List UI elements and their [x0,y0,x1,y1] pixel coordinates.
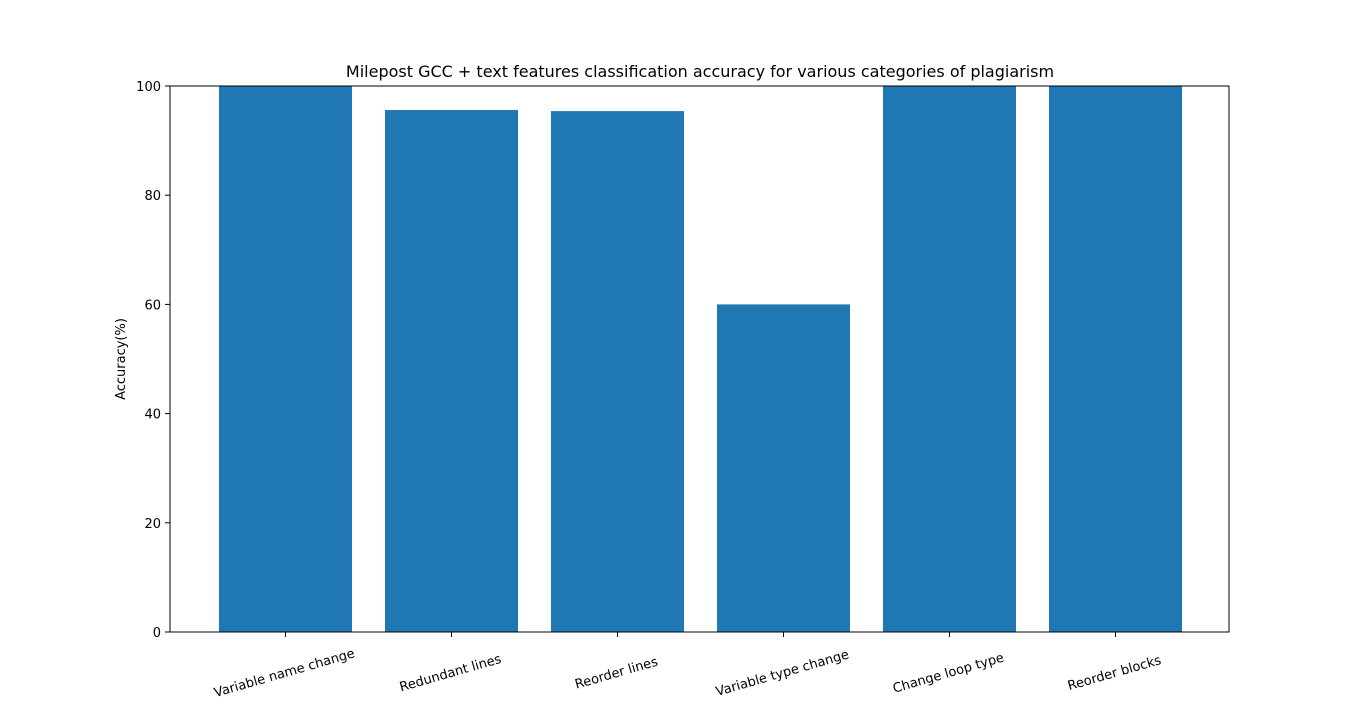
y-tick-label-1: 20 [144,517,161,532]
x-tick-label-1: Redundant lines [398,652,503,695]
x-tick-label-3: Variable type change [714,647,851,699]
bar-4 [883,86,1016,632]
bar-0 [219,86,352,632]
x-tick-label-2: Reorder lines [573,655,660,693]
y-tick-label-0: 0 [153,626,161,641]
y-tick-label-4: 80 [144,189,161,204]
bar-3 [717,304,850,632]
y-tick-label-3: 60 [144,298,161,313]
y-axis: 0 20 40 60 80 100 [136,80,170,641]
bar-5 [1049,86,1182,632]
y-tick-label-5: 100 [136,80,161,95]
bar-2 [551,111,684,633]
plot-area-frame [169,85,1230,633]
x-tick-label-4: Change loop type [891,651,1006,697]
chart-title: Milepost GCC + text features classificat… [346,62,1054,81]
y-axis-label: Accuracy(%) [114,318,129,400]
bar-1 [385,110,518,633]
y-tick-label-2: 40 [144,408,161,423]
x-axis: Variable name change Redundant lines Reord… [212,632,1163,701]
x-tick-label-5: Reorder blocks [1066,653,1163,694]
bars-layer [219,86,1182,633]
x-tick-label-0: Variable name change [212,646,356,701]
